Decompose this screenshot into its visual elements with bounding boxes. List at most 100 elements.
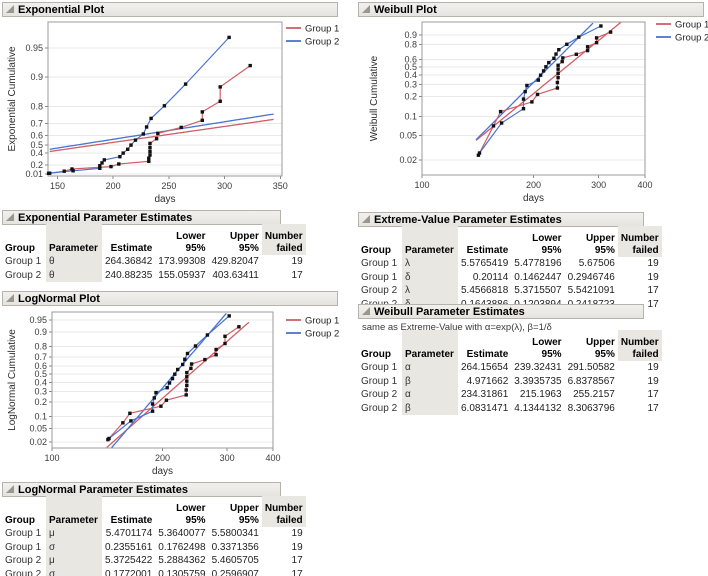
data-point bbox=[170, 376, 175, 381]
outline-header-weibull-plot[interactable]: Weibull Plot bbox=[358, 2, 704, 17]
data-point bbox=[547, 60, 551, 65]
data-point bbox=[555, 86, 560, 90]
table-cell: 240.88235 bbox=[105, 269, 153, 281]
data-point bbox=[193, 344, 198, 348]
data-point bbox=[552, 56, 556, 60]
table-cell: Group 2 bbox=[361, 389, 398, 400]
data-point bbox=[128, 411, 132, 415]
table-row: Group 2 μ 5.3725422 5.2884362 5.4605705 17 bbox=[2, 554, 306, 568]
legend-entry: Group 2 bbox=[675, 33, 708, 44]
table-cell: 0.1762498 bbox=[158, 541, 206, 553]
table-cell: 429.82047 bbox=[211, 256, 259, 267]
data-point bbox=[214, 347, 218, 352]
data-point bbox=[554, 52, 558, 56]
column-header: Upper 95% bbox=[229, 231, 259, 254]
table-row: Group 1 μ 5.4701174 5.3640077 5.5800341 19 bbox=[2, 527, 306, 541]
table-cell: 19 bbox=[647, 258, 659, 269]
x-tick-label: 100 bbox=[44, 453, 59, 463]
data-point bbox=[109, 164, 113, 169]
exponential-plot-chart[interactable]: 0.010.2 0.40.50.6 0.7 0.8 0.9 0.95 150 200 250 30… bbox=[2, 16, 352, 208]
data-point bbox=[179, 125, 183, 130]
legend-entry: Group 1 bbox=[305, 24, 339, 35]
table-cell: 5.5765419 bbox=[461, 258, 509, 269]
extreme-value-estimates-table: Group Parameter Estimate Lower 95% Upper 95%… bbox=[358, 226, 662, 311]
x-tick-label: 400 bbox=[265, 453, 280, 463]
table-row: Group 2 α 234.31861 215.1963 255.2157 17 bbox=[358, 388, 662, 402]
disclosure-triangle-icon[interactable] bbox=[6, 294, 14, 302]
data-point bbox=[541, 69, 546, 73]
data-point bbox=[223, 334, 227, 338]
column-header: Estimate bbox=[110, 242, 153, 254]
data-point bbox=[556, 63, 560, 67]
data-point bbox=[154, 137, 159, 141]
table-cell: 5.3715507 bbox=[514, 285, 562, 296]
y-tick-label: 0.2 bbox=[404, 92, 417, 102]
table-cell: Group 1 bbox=[5, 541, 42, 553]
table-cell: 0.2946746 bbox=[567, 271, 615, 283]
outline-header-exponential-plot[interactable]: Exponential Plot bbox=[2, 2, 338, 17]
y-tick-label: 0.8 bbox=[404, 40, 417, 50]
column-header: Group bbox=[361, 244, 391, 256]
fit-line bbox=[475, 21, 622, 141]
data-point bbox=[71, 169, 75, 173]
table-cell: 5.5421091 bbox=[567, 285, 615, 296]
data-point bbox=[218, 99, 222, 103]
outline-header-weibull-estimates[interactable]: Weibull Parameter Estimates bbox=[358, 304, 644, 319]
table-cell: 5.3725422 bbox=[105, 555, 153, 566]
data-point bbox=[189, 362, 194, 366]
y-tick-label: 0.8 bbox=[30, 101, 43, 111]
lognormal-plot-chart[interactable]: 0.02 0.05 0.1 0.20.30.40.50.60.70.8 0.9 0.95 1… bbox=[2, 306, 352, 480]
table-row: Group 2 σ 0.1772001 0.1305759 0.2596907 17 bbox=[2, 567, 306, 576]
data-point bbox=[185, 383, 189, 388]
data-point bbox=[183, 357, 187, 361]
data-point bbox=[599, 24, 603, 28]
outline-header-extreme-value-estimates[interactable]: Extreme-Value Parameter Estimates bbox=[358, 212, 644, 227]
y-tick-label: 0.5 bbox=[404, 62, 417, 72]
disclosure-triangle-icon[interactable] bbox=[362, 5, 370, 13]
table-cell: 17 bbox=[291, 555, 303, 566]
column-header: Number failed bbox=[617, 226, 662, 257]
y-tick-label: 0.6 bbox=[34, 361, 47, 371]
table-cell: 255.2157 bbox=[573, 389, 615, 400]
exponential-estimates-table: Group Parameter Estimate Lower 95% Upper 95%… bbox=[2, 224, 306, 282]
data-point bbox=[121, 151, 125, 155]
fit-line bbox=[49, 113, 274, 150]
data-point bbox=[608, 30, 613, 34]
lognormal-estimates-table: Group Parameter Estimate Lower 95% Upper 95%… bbox=[2, 496, 306, 576]
table-header-row: Group Parameter Estimate Lower 95% Upper 95%… bbox=[2, 224, 306, 255]
outline-header-exponential-estimates[interactable]: Exponential Parameter Estimates bbox=[2, 210, 281, 225]
disclosure-triangle-icon[interactable] bbox=[362, 215, 370, 223]
column-header: Parameter bbox=[402, 226, 458, 257]
column-header: Number failed bbox=[617, 330, 662, 361]
data-point bbox=[102, 158, 106, 162]
weibull-equivalence-note: same as Extreme-Value with α=exp(λ), β=1… bbox=[362, 322, 552, 333]
column-header: Estimate bbox=[466, 348, 509, 360]
data-point bbox=[100, 161, 104, 165]
y-tick-label: 0.7 bbox=[30, 119, 43, 129]
disclosure-triangle-icon[interactable] bbox=[6, 485, 14, 493]
outline-header-lognormal-plot[interactable]: LogNormal Plot bbox=[2, 291, 338, 306]
table-cell: 155.05937 bbox=[158, 269, 206, 281]
y-tick-label: 0.8 bbox=[34, 341, 47, 351]
x-axis-label: days bbox=[154, 194, 175, 205]
table-row: Group 1 λ 5.5765419 5.4778196 5.67506 19 bbox=[358, 257, 662, 271]
y-axis-label: Weibull Cumulative bbox=[369, 55, 380, 141]
data-point bbox=[173, 372, 177, 376]
disclosure-triangle-icon[interactable] bbox=[362, 307, 370, 315]
data-point bbox=[185, 379, 189, 383]
outline-header-lognormal-estimates[interactable]: LogNormal Parameter Estimates bbox=[2, 482, 281, 497]
data-point bbox=[154, 390, 158, 395]
table-cell: 5.67506 bbox=[578, 258, 615, 269]
disclosure-triangle-icon[interactable] bbox=[6, 213, 14, 221]
weibull-plot-chart[interactable]: 0.02 0.05 0.1 0.2 0.30.40.50.6 0.80.9 100 200 30… bbox=[358, 16, 708, 214]
data-point bbox=[162, 104, 167, 108]
data-point bbox=[129, 143, 133, 147]
table-header-row: Group Parameter Estimate Lower 95% Upper 95%… bbox=[2, 496, 306, 527]
series-line bbox=[477, 31, 611, 156]
x-tick-label: 100 bbox=[414, 180, 429, 190]
disclosure-triangle-icon[interactable] bbox=[6, 5, 14, 13]
data-point bbox=[183, 82, 188, 86]
table-cell: 4.971662 bbox=[466, 375, 509, 387]
data-point bbox=[585, 45, 590, 49]
lognormal-table: Group Parameter Estimate Lower 95% Upper 95%… bbox=[2, 496, 306, 576]
